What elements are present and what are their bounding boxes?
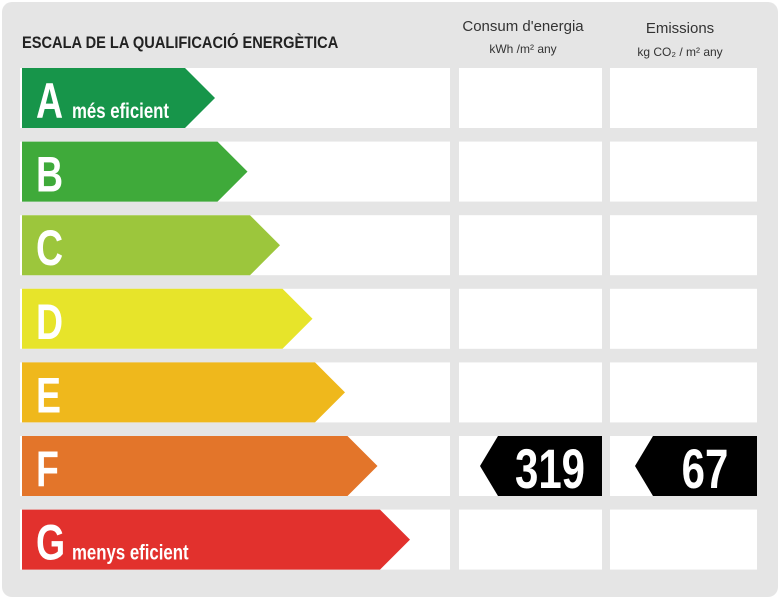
cell bbox=[459, 141, 602, 202]
cell bbox=[459, 362, 602, 423]
cell bbox=[610, 141, 757, 202]
cell bbox=[610, 215, 757, 276]
column-unit: kWh /m² any bbox=[489, 42, 556, 56]
rating-label: més eficient bbox=[72, 100, 170, 123]
cell bbox=[610, 288, 757, 349]
rating-letter: C bbox=[36, 221, 63, 276]
value: 319 bbox=[515, 438, 585, 500]
value-badge bbox=[635, 436, 757, 496]
rating-letter: A bbox=[36, 74, 63, 129]
rating-arrow bbox=[22, 215, 280, 276]
column-name: Consum d'energia bbox=[462, 18, 584, 35]
value-badge bbox=[480, 436, 602, 496]
cell bbox=[610, 362, 757, 423]
cell bbox=[610, 509, 757, 570]
column-name: Emissions bbox=[646, 20, 714, 37]
cell bbox=[459, 288, 602, 349]
rating-arrow bbox=[22, 141, 248, 202]
cell bbox=[610, 68, 757, 128]
rating-arrow bbox=[22, 362, 345, 423]
cell bbox=[459, 68, 602, 128]
rating-arrow bbox=[22, 509, 410, 570]
value: 67 bbox=[682, 438, 729, 500]
rating-letter: E bbox=[36, 368, 61, 423]
rating-letter: B bbox=[36, 147, 63, 202]
rating-letter: D bbox=[36, 295, 63, 350]
title: ESCALA DE LA QUALIFICACIÓ ENERGÈTICA bbox=[22, 32, 339, 52]
rating-arrow bbox=[22, 68, 215, 128]
rating-arrow bbox=[22, 436, 378, 496]
rating-letter: G bbox=[36, 515, 65, 570]
column-unit: kg CO₂ / m² any bbox=[637, 45, 722, 59]
cell bbox=[459, 509, 602, 570]
rating-label: menys eficient bbox=[72, 542, 189, 565]
rating-arrow bbox=[22, 288, 313, 349]
rating-letter: F bbox=[36, 442, 59, 497]
cell bbox=[459, 215, 602, 276]
